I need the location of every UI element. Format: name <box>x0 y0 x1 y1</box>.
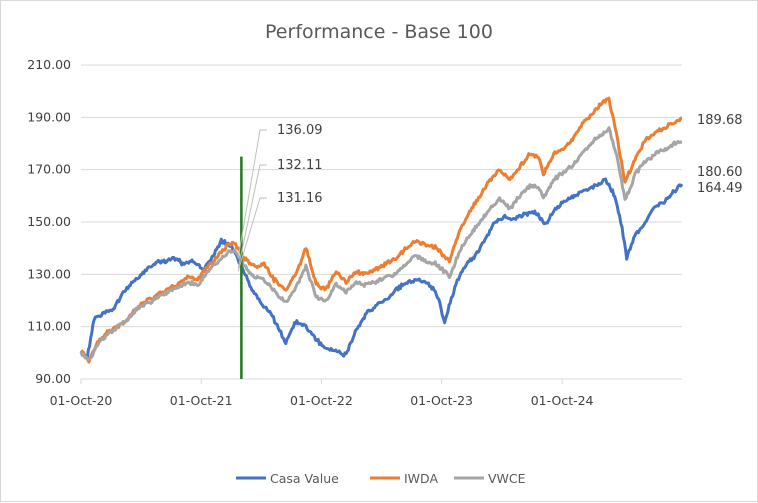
y-tick-label: 90.00 <box>35 371 71 386</box>
annotations: 136.09 132.11 131.16 <box>237 123 323 272</box>
x-tick-label: 01-Oct-22 <box>290 393 353 408</box>
x-axis-ticks: 01-Oct-20 01-Oct-21 01-Oct-22 01-Oct-23 01-O… <box>50 379 594 408</box>
annotation-label: 132.11 <box>277 158 323 173</box>
y-tick-label: 130.00 <box>27 266 71 281</box>
x-tick-label: 01-Oct-23 <box>410 393 473 408</box>
legend-label: VWCE <box>488 471 526 486</box>
end-value-label: 180.60 <box>697 165 743 180</box>
y-tick-label: 210.00 <box>27 57 71 72</box>
y-tick-label: 190.00 <box>27 109 71 124</box>
annotation-label: 136.09 <box>277 123 323 138</box>
annotation-leader <box>237 164 267 269</box>
gridlines <box>81 64 682 380</box>
legend-label: IWDA <box>404 471 438 486</box>
series-line-casa-value <box>80 177 684 360</box>
series-line-iwda <box>79 96 683 364</box>
x-tick-label: 01-Oct-24 <box>531 393 594 408</box>
y-tick-label: 150.00 <box>27 214 71 229</box>
series-line-vwce <box>79 126 683 361</box>
y-axis-ticks: 90.00 110.00 130.00 150.00 170.00 190.00 210.0… <box>27 57 71 386</box>
series-lines <box>79 96 684 364</box>
y-tick-label: 170.00 <box>27 162 71 177</box>
end-value-label: 164.49 <box>697 181 743 196</box>
chart-title: Performance - Base 100 <box>265 21 493 43</box>
y-tick-label: 110.00 <box>27 319 71 334</box>
annotation-leader <box>237 129 267 259</box>
legend-label: Casa Value <box>270 471 339 486</box>
legend: Casa Value IWDA VWCE <box>236 471 526 486</box>
x-tick-label: 01-Oct-20 <box>50 393 113 408</box>
end-value-label: 189.68 <box>697 113 743 128</box>
annotation-label: 131.16 <box>277 191 323 206</box>
x-tick-label: 01-Oct-21 <box>170 393 233 408</box>
annotation-leader <box>237 197 267 272</box>
